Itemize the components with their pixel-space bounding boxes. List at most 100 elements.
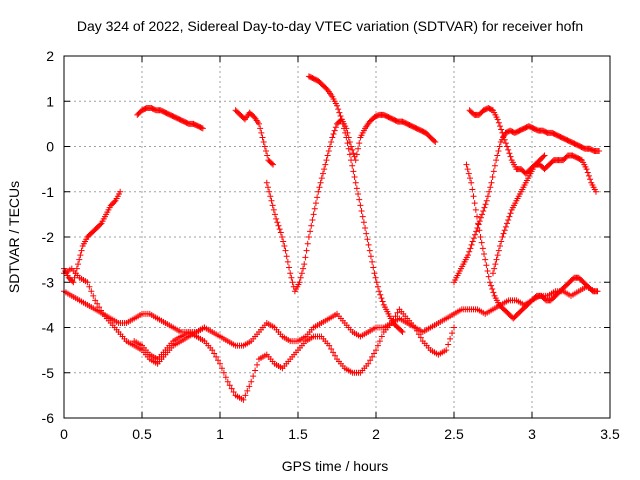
data-point	[358, 207, 365, 214]
data-point	[305, 234, 312, 240]
data-point	[252, 367, 259, 374]
data-point	[502, 140, 509, 147]
data-point	[226, 382, 233, 389]
data-point	[71, 274, 78, 281]
data-point	[485, 273, 492, 280]
data-point	[478, 239, 485, 246]
data-point	[483, 197, 490, 204]
data-point	[587, 176, 594, 183]
data-point	[363, 230, 370, 237]
data-point	[484, 267, 491, 274]
data-point	[373, 279, 380, 286]
data-point	[466, 248, 473, 255]
data-point	[504, 220, 511, 227]
data-point	[315, 188, 322, 195]
data-point	[468, 241, 475, 248]
data-point	[479, 245, 486, 252]
data-point	[499, 234, 506, 240]
y-tick-label: -1	[42, 184, 55, 200]
data-point	[498, 126, 505, 133]
data-point	[488, 282, 495, 289]
x-tick-label: 3	[528, 426, 536, 442]
data-point	[70, 279, 77, 286]
data-point	[273, 215, 280, 222]
data-point	[497, 123, 504, 130]
data-point	[355, 191, 362, 198]
data-point	[257, 125, 264, 132]
data-point	[321, 166, 328, 173]
data-points	[61, 73, 603, 403]
data-point	[540, 153, 547, 160]
x-tick-label: 1	[216, 426, 224, 442]
series-track-j	[466, 105, 599, 195]
y-tick-label: -3	[42, 274, 55, 290]
data-point	[378, 295, 385, 302]
data-point	[302, 254, 309, 261]
data-point	[297, 274, 304, 281]
data-point	[298, 270, 305, 277]
data-point	[449, 330, 456, 337]
data-point	[477, 214, 484, 221]
data-point	[332, 352, 339, 359]
y-tick-labels: -6 -5 -4 -3 -2 -1 0 1 2	[42, 48, 55, 426]
data-point	[379, 298, 386, 305]
series-track-f	[232, 107, 277, 168]
data-point	[73, 265, 80, 272]
data-point	[465, 252, 472, 259]
data-point	[86, 283, 93, 290]
data-point	[376, 338, 383, 345]
data-point	[338, 116, 345, 123]
data-point	[350, 150, 357, 157]
data-point	[211, 350, 218, 357]
series-track-d	[131, 306, 457, 403]
data-point	[498, 238, 505, 245]
data-point	[392, 313, 399, 320]
data-point	[346, 151, 353, 158]
data-point	[491, 162, 498, 169]
data-point	[276, 226, 283, 233]
data-point	[230, 388, 237, 395]
data-point	[497, 243, 504, 250]
data-point	[349, 146, 356, 153]
data-point	[464, 166, 471, 173]
x-tick-label: 2.5	[444, 426, 464, 442]
data-point	[399, 329, 406, 336]
data-point	[584, 169, 591, 176]
data-point	[469, 186, 476, 193]
data-point	[263, 148, 270, 155]
data-point	[264, 184, 271, 191]
data-point	[267, 193, 274, 200]
data-point	[260, 138, 267, 145]
data-point	[482, 201, 489, 208]
data-point	[222, 374, 229, 381]
data-point	[84, 279, 91, 286]
data-point	[331, 127, 338, 134]
data-point	[506, 150, 513, 157]
data-point	[493, 256, 500, 263]
data-point	[198, 124, 205, 131]
y-tick-label: -6	[42, 410, 55, 426]
data-point	[288, 274, 295, 281]
data-point	[220, 369, 227, 376]
data-point	[289, 279, 296, 286]
data-point	[541, 152, 548, 159]
chart-title: Day 324 of 2022, Sidereal Day-to-day VTE…	[77, 18, 583, 34]
data-point	[326, 143, 333, 150]
data-point	[213, 353, 220, 360]
data-point	[330, 131, 337, 138]
data-point	[367, 357, 374, 364]
series-track-e	[134, 105, 206, 132]
data-point	[111, 198, 118, 205]
data-point	[311, 205, 318, 212]
data-point	[475, 221, 482, 228]
data-point	[507, 153, 514, 160]
data-point	[495, 247, 502, 254]
data-point	[505, 146, 512, 153]
data-point	[324, 152, 331, 159]
x-tick-label: 2	[372, 426, 380, 442]
data-point	[504, 143, 511, 150]
data-point	[360, 219, 367, 226]
data-point	[344, 140, 351, 147]
data-point	[334, 102, 340, 109]
data-point	[228, 385, 235, 392]
